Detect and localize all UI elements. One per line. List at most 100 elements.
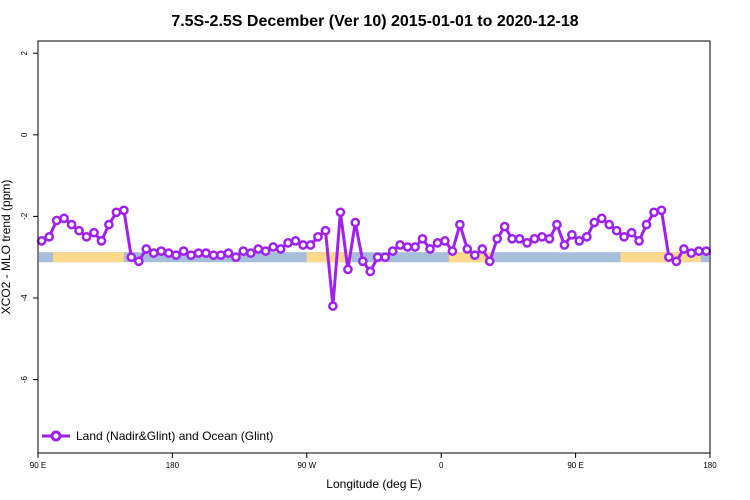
data-point bbox=[522, 238, 532, 248]
data-point bbox=[664, 252, 674, 263]
data-point bbox=[313, 231, 323, 242]
data-point bbox=[275, 244, 286, 254]
legend-label: Land (Nadir&Glint) and Ocean (Glint) bbox=[76, 429, 273, 443]
data-point bbox=[552, 219, 562, 230]
data-point bbox=[81, 231, 92, 242]
chart-title: 7.5S-2.5S December (Ver 10) 2015-01-01 t… bbox=[171, 13, 578, 30]
data-point bbox=[74, 225, 84, 236]
data-point bbox=[477, 244, 488, 254]
data-point bbox=[298, 240, 308, 250]
data-point bbox=[216, 250, 226, 261]
land-segment bbox=[448, 252, 492, 263]
y-axis: 2 0 -2 -4 -6 bbox=[20, 50, 38, 383]
data-point bbox=[328, 301, 338, 311]
data-point bbox=[36, 236, 47, 246]
series-layer bbox=[36, 205, 712, 311]
data-point bbox=[66, 219, 77, 230]
x-tick-label: 180 bbox=[166, 461, 180, 470]
data-point bbox=[455, 219, 465, 230]
data-point bbox=[305, 240, 316, 250]
data-point bbox=[596, 213, 607, 224]
data-point bbox=[462, 244, 473, 254]
x-tick-label: 90 W bbox=[297, 461, 316, 470]
y-tick-label: 2 bbox=[20, 50, 29, 55]
data-point bbox=[649, 207, 659, 218]
x-tick-label: 90 E bbox=[30, 461, 46, 470]
data-point bbox=[163, 248, 174, 258]
data-point bbox=[44, 231, 55, 242]
data-point bbox=[589, 217, 600, 228]
data-point bbox=[611, 225, 622, 236]
data-point bbox=[141, 244, 152, 254]
data-point bbox=[656, 205, 667, 216]
plot-frame bbox=[37, 40, 711, 454]
data-point bbox=[193, 248, 204, 258]
data-point bbox=[634, 236, 644, 246]
data-point bbox=[701, 246, 712, 256]
data-point bbox=[440, 236, 450, 246]
data-point bbox=[469, 250, 480, 261]
data-point bbox=[335, 207, 346, 218]
data-point bbox=[679, 244, 689, 254]
y-tick-label: -2 bbox=[20, 212, 29, 220]
data-point bbox=[581, 231, 592, 242]
data-point bbox=[686, 248, 697, 258]
x-tick-label: 180 bbox=[703, 461, 717, 470]
data-point bbox=[514, 233, 525, 244]
data-point bbox=[507, 233, 517, 244]
data-point bbox=[484, 256, 495, 267]
data-point bbox=[499, 221, 510, 232]
legend-marker-swatch bbox=[50, 430, 62, 442]
y-tick-label: 0 bbox=[20, 132, 29, 137]
data-point bbox=[380, 252, 391, 263]
data-point bbox=[171, 250, 181, 261]
data-point bbox=[492, 233, 503, 244]
data-point bbox=[283, 238, 293, 248]
data-point bbox=[417, 233, 428, 244]
data-point bbox=[357, 256, 368, 267]
data-point bbox=[268, 242, 279, 252]
land-segment bbox=[52, 252, 124, 263]
data-point bbox=[372, 252, 383, 263]
data-point bbox=[410, 242, 420, 252]
data-point bbox=[671, 256, 682, 267]
data-point bbox=[387, 246, 398, 256]
data-point bbox=[208, 250, 219, 261]
data-point bbox=[447, 246, 458, 256]
data-point bbox=[604, 219, 615, 230]
data-point bbox=[432, 238, 443, 248]
data-point bbox=[89, 227, 99, 238]
land-segment bbox=[620, 252, 701, 263]
data-point bbox=[104, 219, 114, 230]
y-tick-label: -6 bbox=[20, 375, 29, 383]
data-point bbox=[223, 248, 234, 258]
y-tick-label: -4 bbox=[20, 294, 29, 302]
data-point bbox=[365, 266, 376, 277]
data-point bbox=[231, 252, 241, 263]
x-tick-label: 0 bbox=[439, 461, 444, 470]
data-point bbox=[626, 227, 637, 238]
data-point bbox=[111, 207, 122, 218]
data-point bbox=[537, 231, 547, 242]
data-point bbox=[619, 231, 629, 242]
data-point bbox=[402, 242, 413, 252]
data-point bbox=[186, 250, 196, 261]
data-point bbox=[544, 233, 555, 244]
data-point bbox=[201, 248, 211, 258]
data-point bbox=[119, 205, 129, 216]
data-point bbox=[148, 248, 159, 258]
data-point bbox=[290, 236, 301, 246]
x-axis: 90 E 180 90 W 0 90 E 180 bbox=[30, 453, 717, 470]
data-point bbox=[51, 215, 62, 226]
data-point bbox=[574, 236, 585, 246]
data-point bbox=[133, 256, 144, 267]
data-point bbox=[238, 246, 249, 256]
y-axis-label: XCO2 - MLO trend (ppm) bbox=[0, 180, 13, 315]
x-tick-label: 90 E bbox=[567, 461, 583, 470]
data-point bbox=[253, 244, 264, 254]
legend: Land (Nadir&Glint) and Ocean (Glint) bbox=[42, 429, 273, 443]
data-point bbox=[559, 240, 570, 250]
data-point bbox=[693, 246, 704, 256]
data-point bbox=[59, 213, 69, 224]
